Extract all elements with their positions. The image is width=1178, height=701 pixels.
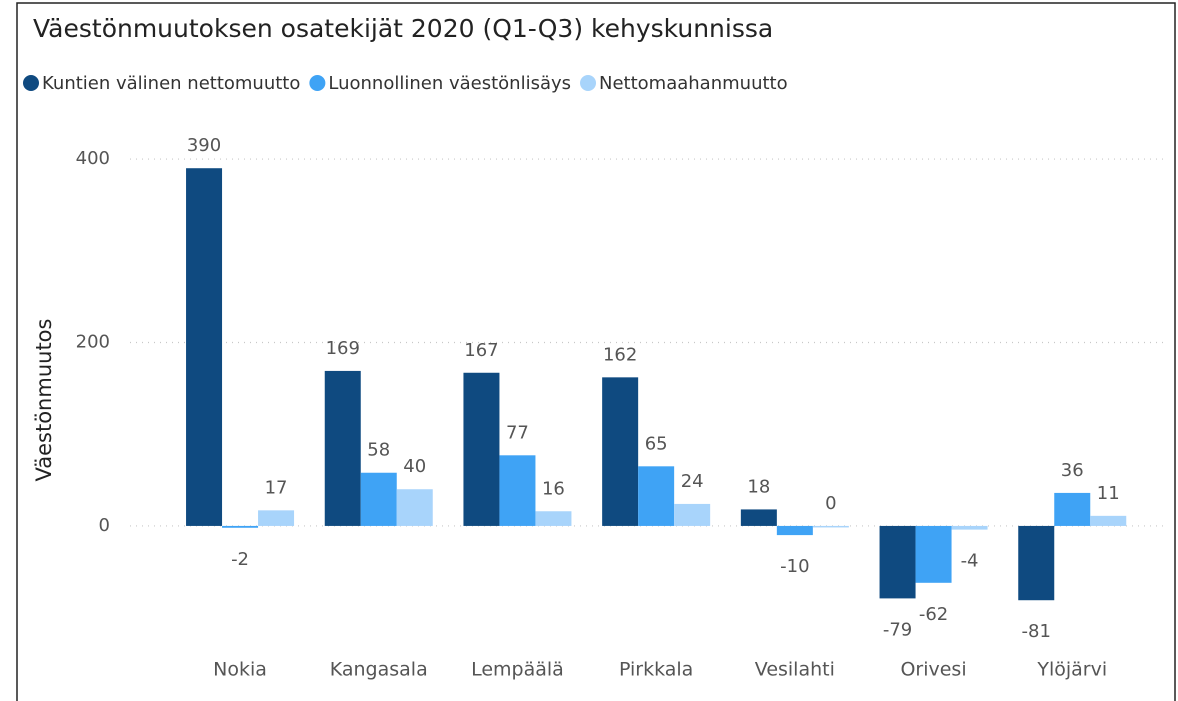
y-tick-label: 200 — [76, 331, 110, 352]
data-label: -4 — [961, 551, 979, 572]
chart-title: Väestönmuutoksen osatekijät 2020 (Q1-Q3)… — [33, 14, 773, 43]
data-label: 390 — [187, 135, 221, 156]
data-label: 24 — [681, 471, 704, 492]
data-label: -10 — [780, 556, 809, 577]
frame — [16, 2, 1176, 701]
data-label: 169 — [326, 338, 360, 359]
bar — [186, 168, 223, 526]
data-label: 0 — [825, 493, 836, 514]
bar — [463, 372, 500, 526]
bar — [222, 525, 259, 528]
data-label: -79 — [883, 619, 912, 640]
bar — [674, 503, 711, 526]
bar — [1018, 525, 1055, 601]
x-tick-label: Nokia — [213, 659, 267, 681]
data-label: 36 — [1061, 460, 1084, 481]
x-tick-label: Kangasala — [330, 659, 428, 681]
y-tick-label: 400 — [76, 148, 110, 169]
bar — [1090, 515, 1127, 526]
legend-label: Nettomaahanmuutto — [599, 73, 788, 94]
data-label: 16 — [542, 478, 565, 499]
bar — [951, 525, 988, 530]
bar — [638, 466, 675, 526]
legend-swatch — [580, 75, 597, 91]
data-label: 162 — [603, 344, 637, 365]
x-tick-label: Orivesi — [900, 659, 966, 681]
data-label: 40 — [403, 456, 426, 477]
bar — [740, 509, 777, 526]
y-axis-label: Väestönmuutos — [32, 319, 56, 482]
legend-swatch — [23, 75, 39, 91]
legend-swatch — [309, 75, 326, 91]
data-label: -81 — [1022, 621, 1051, 642]
bar — [602, 377, 639, 526]
data-label: 77 — [506, 422, 529, 443]
bar — [396, 489, 433, 526]
bar — [258, 510, 295, 526]
bar — [535, 511, 572, 526]
bar — [1054, 492, 1091, 526]
data-label: 17 — [265, 477, 288, 498]
x-tick-label: Pirkkala — [619, 659, 693, 681]
bar — [915, 525, 952, 583]
legend-label: Luonnollinen väestönlisäys — [328, 73, 571, 94]
y-tick-label: 0 — [99, 515, 110, 536]
data-label: 18 — [747, 476, 770, 497]
bar — [879, 525, 916, 599]
data-label: 167 — [464, 340, 498, 361]
legend-label: Kuntien välinen nettomuutto — [42, 73, 300, 94]
x-tick-label: Lempäälä — [471, 659, 564, 681]
x-tick-label: Ylöjärvi — [1036, 659, 1107, 681]
bar — [360, 472, 397, 526]
x-tick-label: Vesilahti — [755, 659, 835, 681]
bar — [812, 525, 849, 528]
data-label: -62 — [919, 604, 948, 625]
bar — [324, 370, 361, 526]
data-label: 58 — [367, 440, 390, 461]
bar — [499, 455, 536, 526]
data-label: 65 — [645, 433, 668, 454]
data-label: 11 — [1097, 483, 1120, 504]
bar — [776, 525, 813, 536]
data-label: -2 — [231, 549, 249, 570]
